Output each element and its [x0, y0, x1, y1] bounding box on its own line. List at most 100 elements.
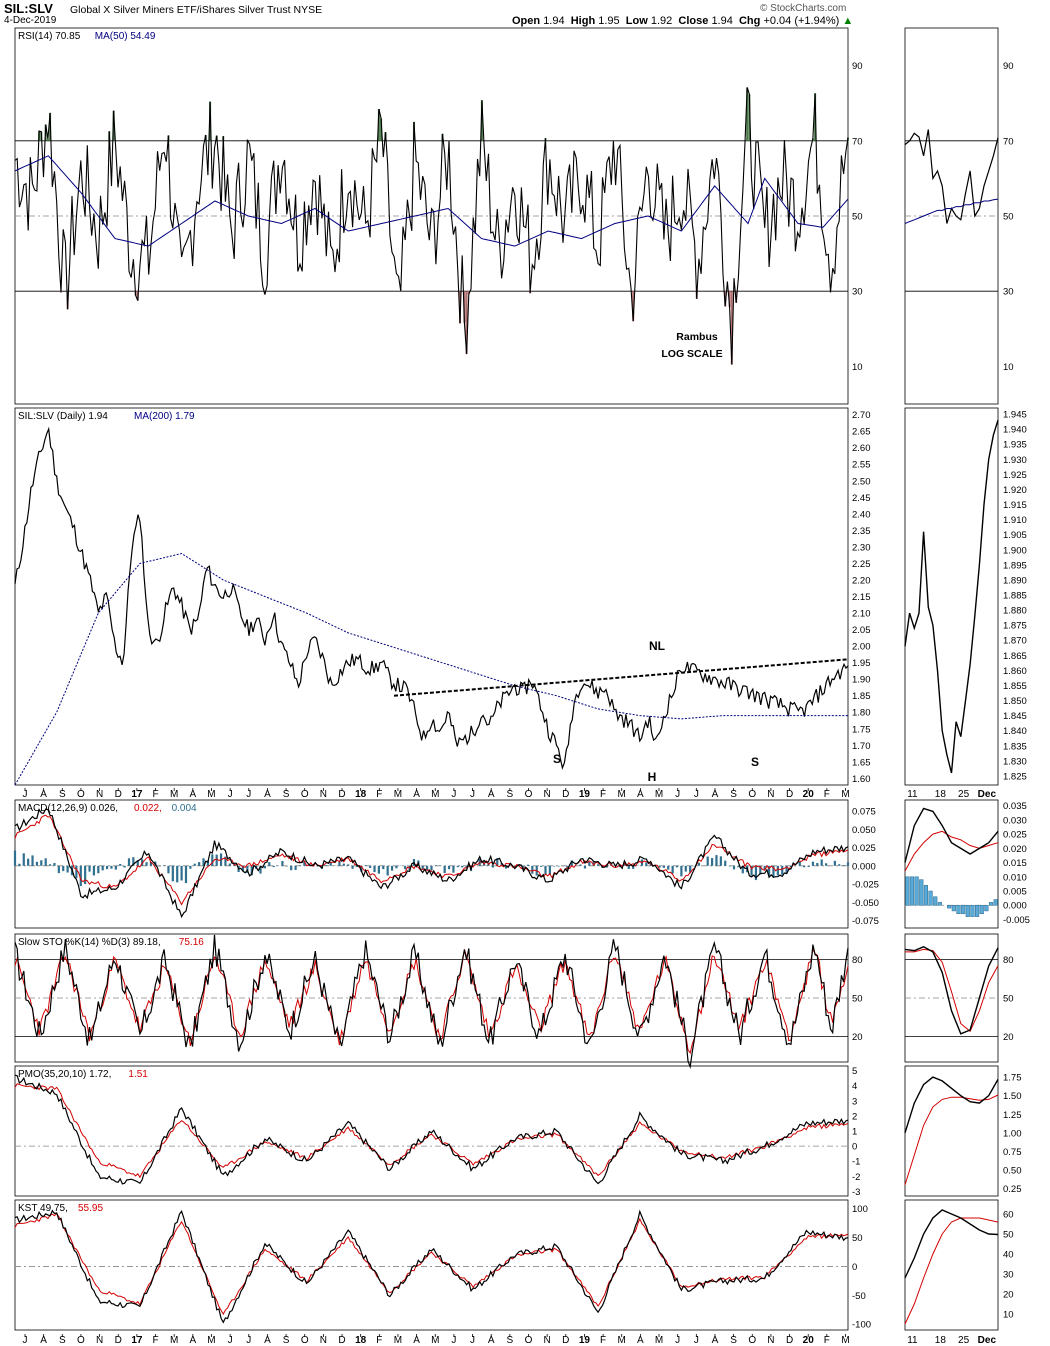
- side-price-tick-label: 1.875: [1003, 621, 1027, 632]
- side-price-tick-label: 1.855: [1003, 681, 1027, 692]
- side-price-tick-label: 1.880: [1003, 606, 1027, 617]
- kst-signal-line: [14, 1212, 849, 1316]
- side-price-tick-label: 1.850: [1003, 696, 1027, 707]
- price-tick-label: 1.60: [852, 774, 871, 785]
- side-price-tick-label: 1.930: [1003, 455, 1027, 466]
- price-tick-label: 2.05: [852, 625, 871, 636]
- x-axis-top-label: D: [562, 789, 569, 800]
- x-axis-bottom-label: D: [562, 1335, 569, 1346]
- side-kst-signal-line: [904, 1217, 999, 1325]
- x-axis-top-label: D: [338, 789, 345, 800]
- rsi-legend: MA(50) 54.49: [95, 31, 156, 42]
- price-tick-label: 1.80: [852, 708, 871, 719]
- macd-tick-label: 0.000: [852, 861, 876, 872]
- side-x-axis-bottom-label: 25: [958, 1335, 970, 1346]
- x-axis-top-label: N: [320, 789, 327, 800]
- x-axis-bottom-label: F: [376, 1335, 382, 1346]
- pmo-tick-label: 5: [852, 1066, 857, 1077]
- side-price-tick-label: 1.905: [1003, 530, 1027, 541]
- x-axis-top-label: S: [507, 789, 514, 800]
- annotation-rambus: Rambus: [676, 331, 718, 343]
- annotation-left-shoulder: S: [553, 752, 561, 766]
- pmo-tick-label: 0: [852, 1142, 857, 1153]
- rsi-tick-label: 30: [852, 287, 863, 298]
- kst-tick-label: 50: [852, 1233, 863, 1244]
- side-macd-tick-label: 0.020: [1003, 844, 1027, 855]
- side-kst-tick-label: 40: [1003, 1250, 1014, 1261]
- side-macd-histogram-bar: [979, 904, 984, 915]
- price-tick-label: 2.45: [852, 493, 871, 504]
- side-pmo-tick-label: 1.75: [1003, 1073, 1022, 1084]
- kst-tick-label: -50: [852, 1291, 866, 1302]
- x-axis-top-label: N: [96, 789, 103, 800]
- x-axis-bottom-label: D: [786, 1335, 793, 1346]
- x-axis-top-label: M: [431, 789, 439, 800]
- kst-main-line: [14, 1209, 849, 1324]
- pmo-panel: [14, 1065, 849, 1197]
- sto-tick-label: 20: [852, 1032, 863, 1043]
- side-pmo-tick-label: 1.00: [1003, 1128, 1022, 1139]
- side-rsi-tick-label: 90: [1003, 61, 1014, 72]
- x-axis-top-label: F: [152, 789, 158, 800]
- side-pmo-tick-label: 1.50: [1003, 1091, 1022, 1102]
- x-axis-top-label: A: [40, 789, 47, 800]
- x-axis-top-label: S: [283, 789, 290, 800]
- side-pmo-tick-label: 0.25: [1003, 1184, 1022, 1195]
- kst-tick-label: 0: [852, 1262, 857, 1273]
- price-tick-label: 2.30: [852, 542, 871, 553]
- price-tick-label: 2.00: [852, 642, 871, 653]
- side-macd-histogram-bar: [951, 904, 956, 912]
- side-rsi-line: [904, 129, 999, 224]
- price-tick-label: 2.10: [852, 609, 871, 620]
- x-axis-top-label: 17: [131, 789, 143, 800]
- x-axis-bottom-label: N: [767, 1335, 774, 1346]
- annotation-log-scale: LOG SCALE: [661, 348, 722, 360]
- x-axis-bottom-label: S: [283, 1335, 290, 1346]
- x-axis-bottom-label: A: [488, 1335, 495, 1346]
- side-kst-tick-label: 50: [1003, 1230, 1014, 1241]
- x-axis-bottom-label: D: [338, 1335, 345, 1346]
- side-kst-tick-label: 20: [1003, 1290, 1014, 1301]
- macd-signal-line: [14, 814, 849, 906]
- side-macd-histogram-bar: [919, 879, 924, 906]
- price-tick-label: 2.70: [852, 410, 871, 421]
- side-macd-histogram-bar: [970, 904, 975, 917]
- price-tick-label: 2.55: [852, 460, 871, 471]
- side-x-axis-bottom-label: 11: [907, 1335, 918, 1346]
- x-axis-top-label: A: [637, 789, 644, 800]
- side-kst-panel: [904, 1199, 999, 1331]
- side-price-tick-label: 1.885: [1003, 590, 1027, 601]
- macd-main-line: [14, 808, 849, 919]
- x-axis-bottom-label: 18: [355, 1335, 367, 1346]
- chart-symbol: SIL:SLV: [4, 1, 53, 16]
- side-price-tick-label: 1.845: [1003, 711, 1027, 722]
- side-macd-histogram-bar: [988, 902, 994, 906]
- side-pmo-line: [904, 1076, 999, 1134]
- price-tick-label: 1.85: [852, 691, 871, 702]
- x-axis-bottom-label: J: [246, 1335, 251, 1346]
- rsi-tick-label: 50: [852, 212, 863, 223]
- side-macd-histogram-bar: [984, 904, 989, 912]
- x-axis-bottom-label: M: [207, 1335, 215, 1346]
- side-kst-tick-label: 10: [1003, 1310, 1014, 1321]
- side-macd-tick-label: 0.000: [1003, 901, 1027, 912]
- side-kst-tick-label: 30: [1003, 1270, 1014, 1281]
- macd-legend: MACD(12,26,9) 0.026,: [18, 803, 118, 814]
- side-macd-tick-label: 0.015: [1003, 858, 1027, 869]
- x-axis-bottom-label: 17: [131, 1335, 143, 1346]
- side-x-axis-top-label: 11: [907, 789, 918, 800]
- side-macd-panel: [904, 799, 999, 929]
- macd-panel: [14, 799, 849, 929]
- side-pmo-tick-label: 0.50: [1003, 1166, 1022, 1177]
- x-axis-bottom-label: A: [189, 1335, 196, 1346]
- x-axis-bottom-label: J: [694, 1335, 699, 1346]
- side-macd-histogram-bar: [937, 902, 942, 906]
- x-axis-top-label: F: [376, 789, 382, 800]
- annotation-head: H: [648, 770, 657, 784]
- pmo-tick-label: -1: [852, 1157, 860, 1168]
- x-axis-top-label: J: [22, 789, 27, 800]
- price-ma200-line: [14, 552, 848, 786]
- side-price-tick-label: 1.865: [1003, 651, 1027, 662]
- pmo-tick-label: 4: [852, 1081, 857, 1092]
- x-axis-bottom-label: F: [152, 1335, 158, 1346]
